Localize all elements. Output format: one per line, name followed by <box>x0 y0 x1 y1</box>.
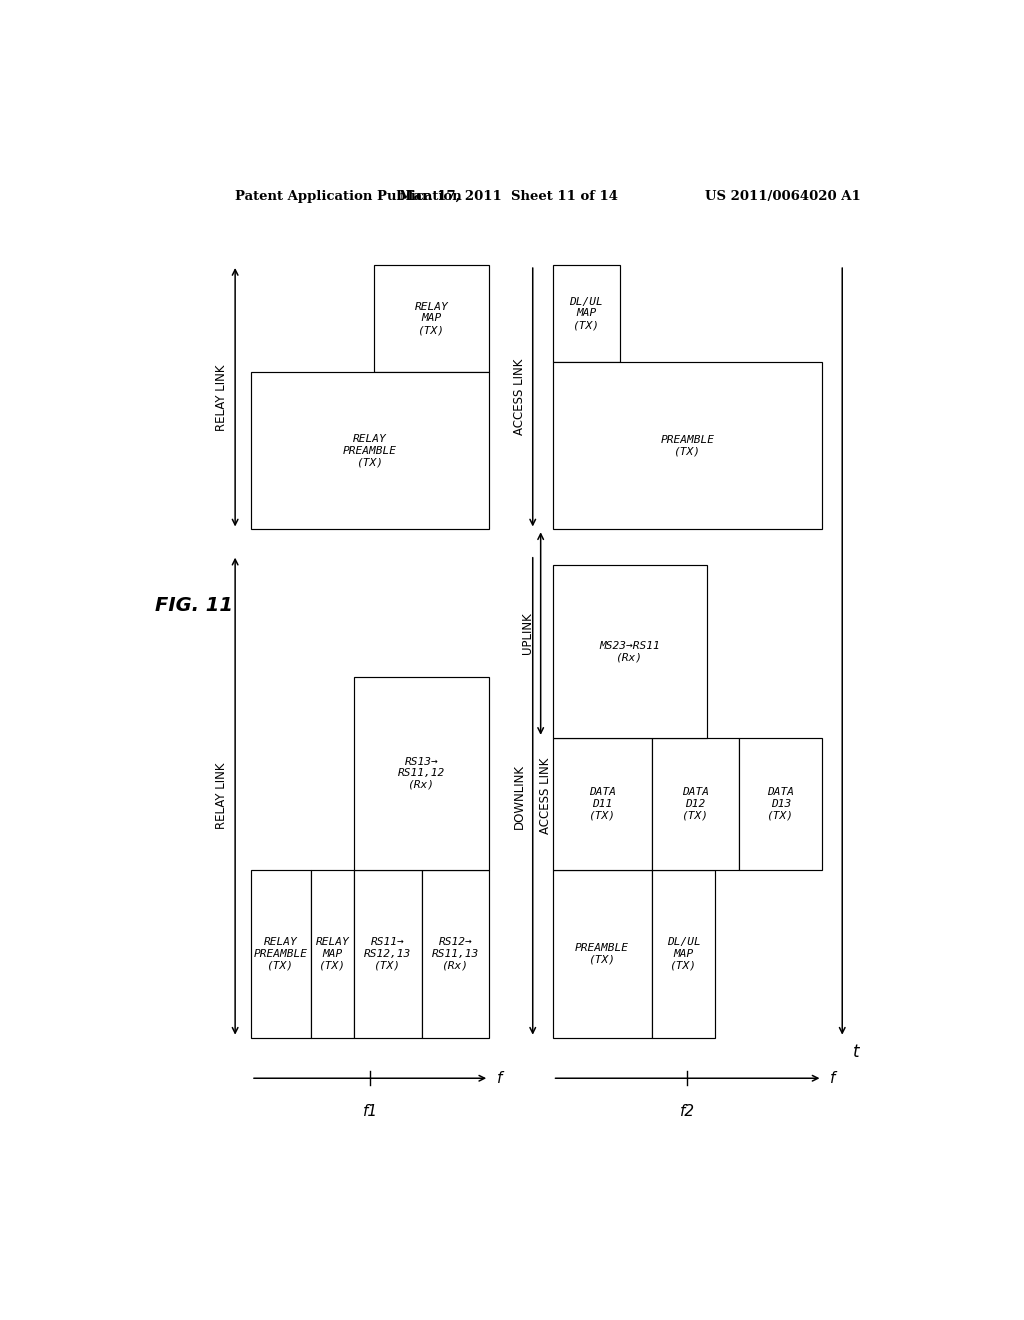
Text: f: f <box>830 1071 836 1086</box>
Text: t: t <box>853 1043 859 1061</box>
Bar <box>374 265 489 372</box>
Bar <box>739 738 822 870</box>
Text: DOWNLINK: DOWNLINK <box>513 764 525 829</box>
Text: US 2011/0064020 A1: US 2011/0064020 A1 <box>705 190 860 202</box>
Text: PREAMBLE
(TX): PREAMBLE (TX) <box>575 942 629 965</box>
Text: FIG. 11: FIG. 11 <box>155 597 232 615</box>
Text: RS12→
RS11,13
(Rx): RS12→ RS11,13 (Rx) <box>432 937 479 970</box>
Text: DATA
D11
(TX): DATA D11 (TX) <box>589 787 615 821</box>
Text: UPLINK: UPLINK <box>520 612 534 655</box>
Text: ACCESS LINK: ACCESS LINK <box>513 359 525 436</box>
Bar <box>553 565 708 738</box>
Text: Mar. 17, 2011  Sheet 11 of 14: Mar. 17, 2011 Sheet 11 of 14 <box>399 190 618 202</box>
Text: DATA
D13
(TX): DATA D13 (TX) <box>767 787 795 821</box>
Text: RELAY
MAP
(TX): RELAY MAP (TX) <box>315 937 349 970</box>
Bar <box>310 870 354 1038</box>
Bar <box>354 870 422 1038</box>
Bar <box>553 362 822 529</box>
Bar <box>652 870 715 1038</box>
Text: f: f <box>497 1071 503 1086</box>
Text: RELAY LINK: RELAY LINK <box>215 763 228 829</box>
Bar <box>251 870 310 1038</box>
Bar <box>553 265 621 362</box>
Text: Patent Application Publication: Patent Application Publication <box>236 190 462 202</box>
Bar <box>422 870 489 1038</box>
Bar <box>354 677 489 870</box>
Text: DL/UL
MAP
(TX): DL/UL MAP (TX) <box>569 297 603 330</box>
Text: f1: f1 <box>362 1104 378 1118</box>
Text: f2: f2 <box>680 1104 695 1118</box>
Text: RELAY
PREAMBLE
(TX): RELAY PREAMBLE (TX) <box>254 937 308 970</box>
Bar <box>652 738 739 870</box>
Text: ACCESS LINK: ACCESS LINK <box>539 758 552 834</box>
Text: DL/UL
MAP
(TX): DL/UL MAP (TX) <box>667 937 700 970</box>
Text: DATA
D12
(TX): DATA D12 (TX) <box>682 787 709 821</box>
Text: RELAY
PREAMBLE
(TX): RELAY PREAMBLE (TX) <box>343 434 397 467</box>
Bar <box>251 372 489 529</box>
Text: RELAY
MAP
(TX): RELAY MAP (TX) <box>415 302 449 335</box>
Text: RELAY LINK: RELAY LINK <box>215 364 228 430</box>
Text: PREAMBLE
(TX): PREAMBLE (TX) <box>660 434 715 457</box>
Text: RS13→
RS11,12
(Rx): RS13→ RS11,12 (Rx) <box>398 756 445 789</box>
Text: RS11→
RS12,13
(TX): RS11→ RS12,13 (TX) <box>365 937 412 970</box>
Bar <box>553 870 652 1038</box>
Bar <box>553 738 652 870</box>
Text: MS23→RS11
(Rx): MS23→RS11 (Rx) <box>600 640 660 663</box>
